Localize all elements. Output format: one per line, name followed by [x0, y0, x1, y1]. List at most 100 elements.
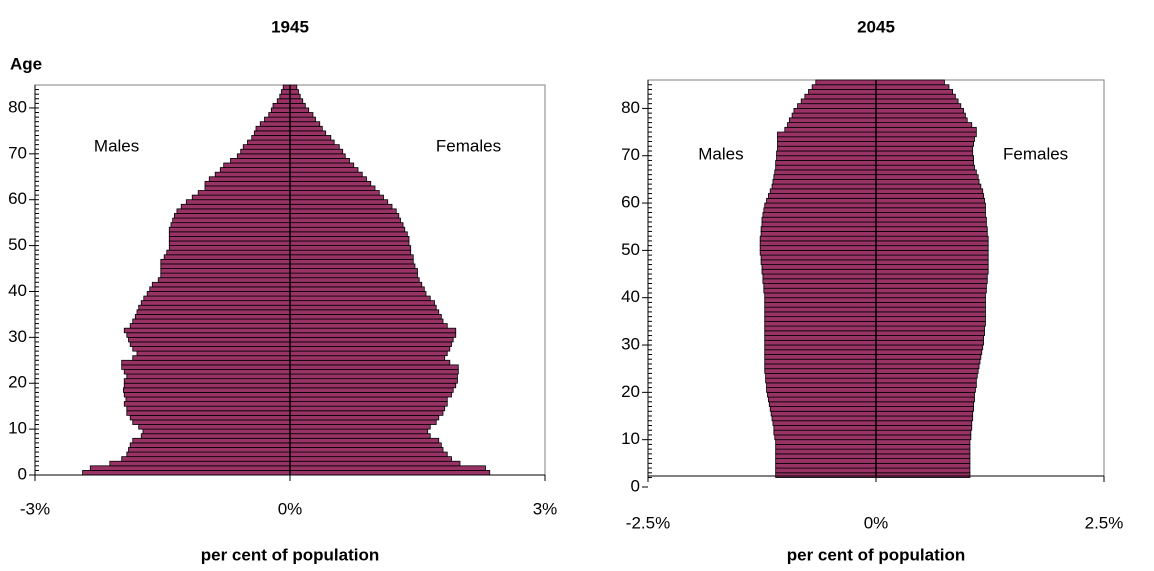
bar	[875, 89, 954, 95]
bar	[875, 406, 974, 412]
bar	[791, 112, 877, 119]
bar	[281, 89, 291, 95]
bar	[289, 148, 344, 155]
bar	[765, 373, 877, 379]
bar	[289, 139, 335, 146]
bar	[761, 216, 877, 223]
bar	[289, 281, 423, 288]
bar	[136, 309, 291, 315]
bar	[138, 424, 291, 430]
y-tick-label: 0	[631, 476, 640, 495]
bar	[185, 199, 291, 205]
bar	[251, 135, 291, 141]
bar	[764, 311, 877, 318]
bar	[125, 396, 291, 402]
bar	[875, 358, 981, 365]
bar	[875, 178, 980, 185]
bar	[129, 341, 291, 347]
bar	[875, 79, 945, 86]
bar	[875, 325, 985, 332]
bar	[289, 254, 414, 260]
bar	[255, 125, 291, 132]
bar	[223, 162, 291, 168]
bar	[760, 226, 877, 232]
bar	[759, 249, 877, 256]
x-tick-label: 0%	[864, 513, 889, 532]
y-tick-label: 50	[621, 240, 640, 259]
bar	[764, 363, 877, 370]
bar	[168, 231, 291, 237]
bar	[800, 98, 877, 105]
bar	[289, 226, 406, 233]
bar	[289, 194, 384, 201]
bar	[875, 112, 966, 119]
y-tick-label: 40	[8, 281, 27, 300]
bar	[764, 354, 877, 360]
bar	[143, 295, 291, 302]
bar	[289, 373, 458, 380]
bar	[140, 300, 291, 306]
bar	[875, 349, 983, 355]
bar	[123, 382, 291, 389]
bar	[289, 405, 446, 412]
bar	[121, 456, 291, 462]
bar	[289, 277, 420, 283]
bar	[160, 263, 291, 269]
bar	[204, 180, 291, 187]
chart-title: 1945	[271, 17, 309, 36]
bar	[289, 341, 452, 347]
bar	[123, 392, 291, 398]
bar	[875, 188, 984, 194]
bar	[777, 141, 877, 147]
bar	[123, 401, 291, 407]
bar	[214, 171, 291, 178]
bar	[875, 93, 956, 100]
bar	[771, 415, 877, 422]
bar	[180, 203, 291, 210]
bar	[132, 437, 291, 444]
bar	[875, 117, 968, 123]
bar	[172, 217, 291, 224]
chart-title: 2045	[857, 17, 895, 36]
bar	[764, 202, 877, 209]
bar	[289, 470, 491, 476]
bar	[875, 169, 977, 176]
bar	[777, 131, 877, 138]
bar	[129, 442, 291, 448]
bar	[875, 155, 974, 161]
bar	[769, 188, 877, 194]
bar	[136, 350, 291, 357]
bar	[289, 291, 427, 297]
bar	[289, 304, 437, 311]
bar	[289, 171, 363, 178]
bar	[875, 292, 986, 299]
bar	[775, 439, 877, 445]
bar	[289, 245, 412, 251]
left-label: Males	[698, 144, 743, 163]
bar	[875, 150, 974, 157]
bar	[289, 336, 454, 343]
bar	[128, 447, 291, 453]
bar	[168, 240, 291, 246]
x-tick-label: 3%	[533, 499, 558, 518]
bar	[247, 139, 291, 146]
bar	[149, 286, 291, 292]
bar	[128, 336, 291, 343]
bar	[230, 158, 291, 164]
bar	[289, 240, 410, 246]
bar	[764, 306, 877, 313]
bar	[289, 208, 397, 214]
bar	[176, 208, 291, 214]
bar	[759, 245, 877, 251]
y-tick-label: 80	[8, 97, 27, 116]
bar	[289, 222, 404, 228]
bar	[289, 369, 459, 375]
bar	[289, 364, 459, 370]
bar	[289, 84, 298, 90]
bar	[289, 396, 448, 402]
bar	[811, 84, 877, 90]
bar	[126, 451, 291, 458]
bar	[170, 222, 291, 228]
bar	[289, 272, 418, 279]
bar	[775, 164, 877, 171]
